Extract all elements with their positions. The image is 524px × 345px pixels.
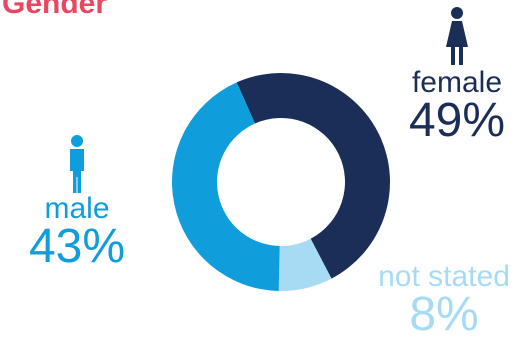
woman-icon [445, 6, 469, 66]
female-percent: 49% [400, 98, 514, 144]
female-legend: female 49% [400, 6, 514, 144]
male-legend: male 43% [14, 134, 140, 270]
male-percent: 43% [14, 224, 140, 270]
not-stated-legend: not stated 8% [364, 262, 524, 338]
not-stated-percent: 8% [364, 292, 524, 338]
man-icon [65, 134, 89, 194]
